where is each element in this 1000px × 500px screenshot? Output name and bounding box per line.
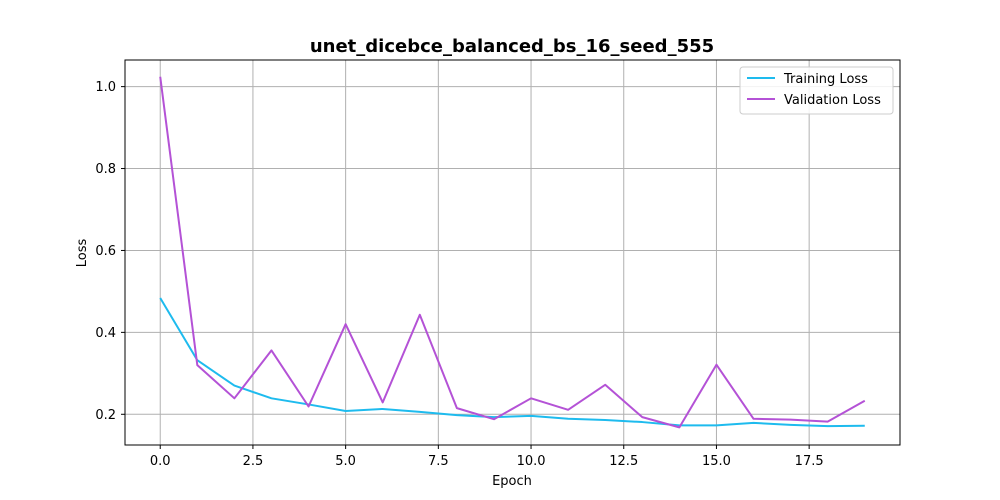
series-lines [159, 76, 866, 429]
series-line-validation-loss [159, 76, 866, 429]
legend-label-validation-loss: Validation Loss [784, 93, 881, 108]
x-tick-label: 5.0 [335, 454, 356, 469]
y-tick-label: 0.2 [95, 408, 116, 423]
y-axis-label: Loss [75, 239, 90, 268]
x-tick-label: 0.0 [150, 454, 171, 469]
y-tick-label: 1.0 [95, 80, 116, 95]
x-axis: 0.0 2.5 5.0 7.5 10.0 12.5 15.0 17.5 [150, 445, 824, 469]
x-tick-label: 17.5 [795, 454, 824, 469]
grid [125, 60, 900, 445]
plot-frame [124, 59, 901, 446]
y-tick-label: 0.8 [95, 162, 116, 177]
chart-title: unet_dicebce_balanced_bs_16_seed_555 [310, 36, 714, 57]
legend-box [739, 66, 894, 115]
x-tick-label: 7.5 [428, 454, 449, 469]
legend-label-training-loss: Training Loss [783, 72, 868, 87]
x-tick-label: 12.5 [609, 454, 638, 469]
x-tick-label: 15.0 [702, 454, 731, 469]
y-axis: 0.2 0.4 0.6 0.8 1.0 [95, 80, 125, 423]
y-tick-label: 0.6 [95, 244, 116, 259]
y-tick-label: 0.4 [95, 326, 116, 341]
x-tick-label: 2.5 [243, 454, 264, 469]
x-tick-label: 10.0 [517, 454, 546, 469]
series-line-training-loss [159, 297, 865, 428]
x-axis-label: Epoch [492, 474, 532, 489]
legend: Training Loss Validation Loss [739, 66, 894, 115]
